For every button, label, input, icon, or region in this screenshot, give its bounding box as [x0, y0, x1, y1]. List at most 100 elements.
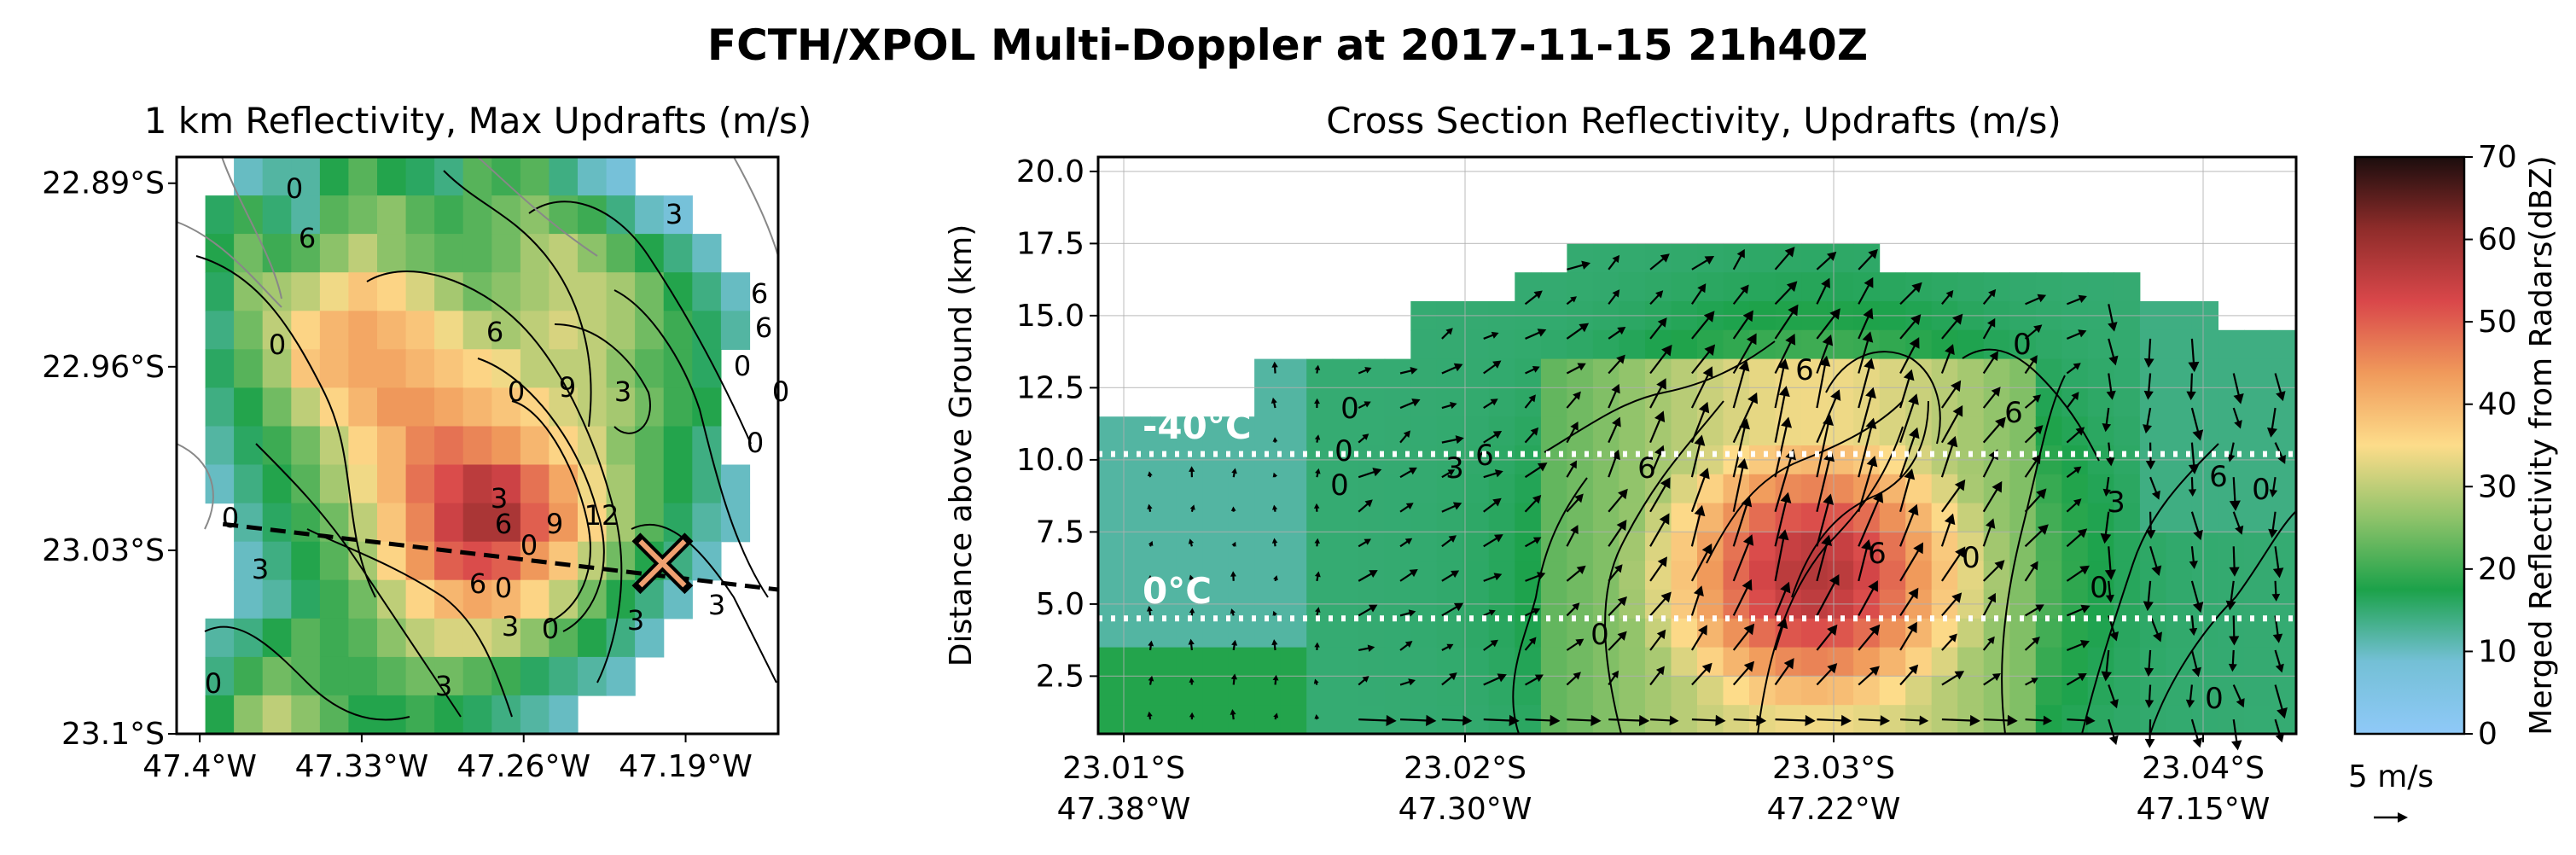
wind-vector-head — [1231, 541, 1236, 547]
cross-section-cell — [1853, 416, 1881, 446]
wind-vector — [1774, 491, 1792, 547]
map-cell — [606, 311, 636, 350]
cross-section-wind-vectors — [1146, 247, 2288, 751]
wind-vector — [2274, 442, 2286, 464]
wind-vector-head — [2185, 699, 2195, 708]
wind-vector-head — [1405, 503, 1414, 510]
cross-section-cell — [1176, 647, 1203, 677]
cross-section-cell — [2061, 474, 2089, 504]
cross-section-cell — [1280, 387, 1307, 417]
wind-vector-head — [1271, 639, 1278, 646]
cross-section-cell — [1332, 561, 1359, 590]
wind-vector-shaft — [1732, 314, 1751, 340]
cross-section-cell — [1410, 647, 1438, 677]
map-cell — [578, 618, 608, 658]
wind-vector-shaft — [1608, 718, 1644, 722]
wind-vector-head — [1780, 581, 1791, 594]
wind-vector — [1231, 639, 1238, 651]
wind-vector — [2066, 427, 2085, 444]
cross-section-cell — [1853, 243, 1881, 273]
wind-vector-head — [1656, 378, 1666, 390]
cross-section-cell — [1462, 329, 1490, 360]
wind-vector — [1691, 256, 1715, 270]
map-cell — [348, 234, 378, 273]
cross-section-cell — [1671, 561, 1698, 590]
wind-vector-shaft — [2066, 567, 2086, 582]
wind-vector — [1774, 529, 1789, 582]
cross-section-cell — [1098, 647, 1125, 677]
cross-section-cell — [1410, 532, 1438, 561]
wind-vector-head — [1880, 715, 1891, 726]
wind-vector-head — [1491, 331, 1499, 339]
cross-section-cell — [2114, 503, 2141, 532]
cross-section-cell — [1671, 647, 1698, 677]
colorbar-gradient — [2355, 157, 2464, 734]
cross-section-x-tick-lon: 47.38°W — [1057, 792, 1191, 827]
wind-vector-head — [1509, 714, 1520, 726]
wind-vector-head — [2228, 663, 2237, 672]
map-cell — [405, 349, 435, 388]
map-cell — [405, 311, 435, 350]
wind-vector — [1189, 608, 1195, 616]
wind-vector — [1941, 592, 1963, 617]
wind-vector — [1567, 260, 1591, 270]
wind-vector-shaft — [1982, 486, 2000, 513]
wind-vector-head — [2272, 633, 2283, 643]
wind-vector — [2108, 304, 2118, 332]
wind-vector-shaft — [1649, 382, 1665, 409]
cross-section-cell — [1124, 705, 1151, 735]
cross-section-contour-label: 6 — [1868, 537, 1887, 571]
cross-section-contour-line — [1604, 400, 1724, 735]
wind-vector-shaft — [1816, 312, 1838, 340]
cross-section-cell — [1436, 358, 1463, 388]
map-cell — [549, 157, 579, 196]
wind-vector-head — [1657, 317, 1667, 328]
cross-section-cell — [1254, 387, 1282, 417]
wind-vector-head — [2080, 604, 2090, 614]
wind-vector-head — [1611, 383, 1620, 394]
cross-section-cell — [1515, 532, 1542, 561]
cross-section-x-tick-lat: 23.04°S — [2142, 751, 2265, 786]
wind-vector-head — [1612, 254, 1620, 264]
wind-vector-head — [2192, 602, 2204, 614]
wind-vector — [1732, 534, 1754, 582]
cross-section-cell — [1645, 647, 1672, 677]
map-cell — [348, 541, 378, 581]
cross-section-cell — [1671, 618, 1698, 649]
map-cell — [462, 311, 492, 350]
wind-vector-head — [2073, 498, 2082, 507]
cross-section-cell — [2061, 647, 2089, 677]
wind-vector-shaft — [1649, 450, 1662, 478]
wind-vector-head — [2075, 427, 2085, 436]
wind-vector-head — [1693, 585, 1704, 597]
wind-vector-shaft — [1774, 309, 1796, 340]
wind-vector — [1358, 676, 1369, 686]
wind-vector-head — [1452, 502, 1462, 510]
wind-vector — [1899, 503, 1919, 547]
cross-section-cell — [1905, 503, 1933, 532]
cross-section-contour-label: 0 — [1340, 392, 1359, 426]
wind-vector — [2102, 407, 2112, 433]
cross-section-cell — [2139, 474, 2166, 504]
wind-vector-head — [1369, 570, 1378, 579]
wind-vector — [1272, 610, 1277, 616]
wind-vector — [1858, 417, 1877, 478]
wind-vector — [1230, 608, 1236, 616]
wind-vector-head — [1742, 579, 1753, 591]
wind-vector-head — [1314, 714, 1320, 719]
map-cell — [720, 503, 751, 543]
cross-section-cell — [1801, 676, 1829, 706]
wind-vector-head — [1661, 344, 1672, 357]
wind-vector — [1649, 290, 1664, 305]
cross-section-cell — [1983, 358, 2010, 388]
wind-vector — [1608, 631, 1627, 651]
wind-vector-head — [1231, 639, 1238, 646]
wind-vector — [1188, 638, 1195, 651]
wind-vector-head — [1823, 493, 1835, 505]
wind-vector-shaft — [1608, 492, 1625, 513]
cross-section-cell — [1515, 358, 1542, 388]
wind-vector-shaft — [2149, 719, 2152, 743]
wind-vector-head — [1147, 711, 1153, 718]
map-cell — [462, 157, 492, 196]
wind-vector-head — [1908, 393, 1919, 405]
